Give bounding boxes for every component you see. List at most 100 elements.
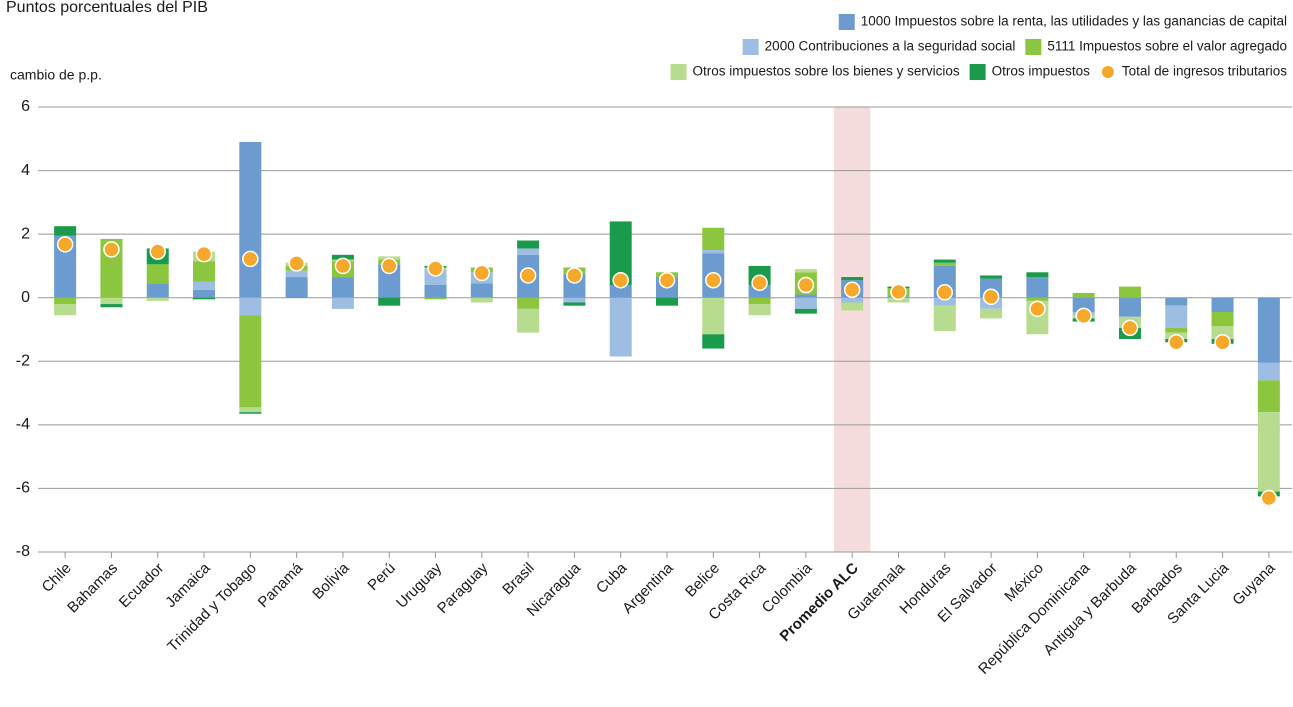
bar-segment bbox=[794, 308, 817, 314]
highlight-band bbox=[834, 107, 871, 552]
bar-segment bbox=[1026, 277, 1049, 298]
bar-segment bbox=[841, 297, 864, 303]
bar-segment bbox=[193, 281, 216, 290]
total-dot bbox=[427, 260, 444, 277]
bar-segment bbox=[239, 297, 262, 316]
y-axis-label: cambio de p.p. bbox=[10, 67, 102, 83]
total-dot bbox=[1075, 307, 1092, 325]
total-dot bbox=[1214, 333, 1231, 351]
bar-segment bbox=[1211, 297, 1234, 313]
total-dot bbox=[334, 257, 352, 275]
bar-segment bbox=[146, 297, 169, 301]
legend-swatch bbox=[1101, 66, 1114, 78]
bar-segment bbox=[702, 227, 725, 251]
y-tick-label: -8 bbox=[16, 543, 30, 560]
y-tick-label: 2 bbox=[21, 225, 30, 242]
total-dot bbox=[149, 243, 166, 260]
bar-segment bbox=[470, 283, 493, 298]
total-dot bbox=[56, 236, 74, 253]
bar-segment bbox=[1165, 327, 1188, 333]
total-dot bbox=[473, 264, 491, 282]
bar-segment bbox=[609, 221, 632, 285]
chart-title: Puntos porcentuales del PIB bbox=[6, 0, 208, 16]
bar-segment bbox=[748, 297, 771, 305]
bar-segment bbox=[424, 285, 447, 298]
legend-swatch bbox=[742, 39, 759, 55]
x-tick-label: Bolivia bbox=[309, 559, 353, 603]
legend-swatch bbox=[670, 64, 687, 80]
bar-segment bbox=[841, 302, 864, 311]
bar-segment bbox=[239, 407, 262, 413]
x-tick-label: Trinidad y Tobago bbox=[164, 560, 260, 656]
bar-segment bbox=[239, 315, 262, 408]
y-tick-label: -2 bbox=[16, 353, 30, 370]
bar-segment bbox=[239, 412, 262, 414]
legend-label: Total de ingresos tributarios bbox=[1122, 64, 1287, 79]
bar-segment bbox=[517, 240, 540, 249]
bar-segment bbox=[1257, 297, 1280, 363]
bar-segment bbox=[980, 308, 1003, 319]
x-tick-label: Panamá bbox=[255, 559, 307, 611]
y-tick-label: 4 bbox=[21, 162, 30, 179]
total-dot bbox=[705, 271, 722, 289]
y-tick-label: -4 bbox=[16, 416, 30, 433]
bar-segment bbox=[563, 302, 586, 306]
total-dot bbox=[1029, 300, 1046, 318]
legend-swatch bbox=[1025, 39, 1042, 55]
total-dot bbox=[519, 267, 537, 284]
total-dot bbox=[242, 250, 259, 268]
x-tick-label: Argentina bbox=[619, 559, 677, 617]
bar-segment bbox=[933, 297, 956, 306]
x-tick-label: Paraguay bbox=[434, 559, 492, 617]
bar-segment bbox=[1211, 326, 1234, 340]
bar-segment bbox=[980, 275, 1003, 279]
bar-segment bbox=[193, 289, 216, 298]
bar-segment bbox=[54, 235, 77, 298]
bar-segment bbox=[331, 254, 354, 260]
total-dot bbox=[1260, 489, 1278, 507]
bar-segment bbox=[1026, 297, 1049, 301]
x-tick-label: Brasil bbox=[499, 560, 538, 599]
total-dot bbox=[195, 245, 213, 263]
bar-segment bbox=[1165, 297, 1188, 306]
y-tick-label: 0 bbox=[21, 289, 30, 306]
y-tick-label: -6 bbox=[16, 480, 30, 497]
x-tick-label: Promedio ALC bbox=[777, 560, 862, 645]
total-dot bbox=[1168, 333, 1185, 351]
bar-segment bbox=[1118, 297, 1141, 317]
bar-segment bbox=[1118, 286, 1141, 298]
legend-label: 2000 Contribuciones a la seguridad socia… bbox=[765, 39, 1016, 54]
bar-segment bbox=[54, 297, 77, 305]
total-dot bbox=[380, 257, 398, 275]
bar-segment bbox=[517, 248, 540, 255]
total-dot bbox=[566, 267, 583, 284]
x-tick-label: Perú bbox=[364, 560, 398, 594]
x-tick-label: Cuba bbox=[593, 559, 631, 597]
bar-segment bbox=[933, 262, 956, 266]
bar-segment bbox=[609, 297, 632, 357]
bar-segment bbox=[100, 304, 123, 308]
bar-segment bbox=[239, 141, 262, 298]
total-dot bbox=[797, 276, 815, 294]
total-dot bbox=[751, 274, 768, 292]
total-dot bbox=[982, 288, 1000, 306]
x-tick-label: Guyana bbox=[1229, 559, 1279, 609]
bar-segment bbox=[193, 261, 216, 282]
bar-segment bbox=[285, 270, 308, 278]
bar-segment bbox=[54, 226, 77, 236]
x-tick-label: Bahamas bbox=[64, 560, 121, 617]
total-dot bbox=[103, 241, 120, 258]
x-tick-label: Chile bbox=[39, 560, 75, 596]
bar-segment bbox=[378, 297, 401, 306]
bar-segment bbox=[100, 297, 123, 305]
bar-segment bbox=[609, 285, 632, 298]
total-dot bbox=[890, 283, 907, 301]
total-dot bbox=[288, 255, 305, 272]
bar-segment bbox=[517, 297, 540, 309]
bar-segment bbox=[702, 297, 725, 335]
bar-segment bbox=[933, 259, 956, 263]
bar-segment bbox=[1257, 412, 1280, 492]
bar-segment bbox=[1026, 272, 1049, 278]
bar-segment bbox=[331, 277, 354, 298]
total-dot bbox=[843, 281, 861, 299]
